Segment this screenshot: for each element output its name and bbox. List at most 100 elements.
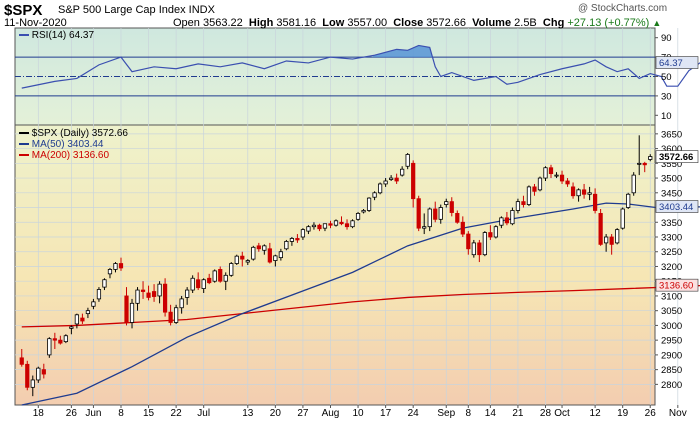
price-tick-label: 3350 (661, 218, 682, 229)
candle-body (102, 279, 107, 288)
candle-body (604, 236, 609, 244)
candle-body (118, 263, 124, 269)
candle-body (151, 291, 157, 297)
candle-body (466, 233, 471, 250)
candle-body (389, 177, 394, 180)
candle-body (422, 226, 427, 229)
date-tick-label: 14 (485, 408, 497, 419)
candle-body (344, 223, 350, 228)
candle-body (30, 379, 35, 388)
candle-body (620, 208, 625, 229)
candle-body (499, 217, 504, 226)
candle-body (107, 269, 113, 275)
candle-body (251, 246, 256, 260)
date-tick-label: 12 (590, 408, 602, 419)
index-name: S&P 500 Large Cap Index INDX (58, 4, 215, 16)
date-tick-label: Aug (322, 408, 340, 419)
candle-body (433, 208, 438, 220)
date-tick-label: 18 (33, 408, 45, 419)
candle-body (493, 226, 498, 238)
price-tick-label: 3650 (661, 129, 682, 140)
candle-body (140, 289, 146, 292)
candle-body (245, 260, 250, 263)
candle-body (570, 186, 576, 197)
candle-body (311, 224, 317, 228)
price-tick-label: 3550 (661, 159, 682, 170)
candle-body (96, 289, 102, 300)
candle-body (190, 277, 195, 291)
candle-body (394, 177, 399, 182)
candle-body (207, 277, 212, 284)
candle-body (229, 263, 234, 276)
date-tick-label: Sep (437, 408, 455, 419)
price-legend-text: $SPX (Daily) 3572.66 (31, 128, 128, 139)
candle-body (278, 251, 283, 259)
copyright-text: @ StockCharts.com (578, 3, 668, 14)
low-value: 3557.00 (347, 17, 388, 29)
candle-body (449, 201, 454, 213)
candle-body (306, 226, 311, 232)
candle-body (565, 180, 570, 185)
candle-body (223, 274, 228, 282)
candle-body (537, 177, 543, 191)
price-tick-label: 2950 (661, 336, 682, 347)
candle-body (377, 183, 383, 194)
price-grid (15, 125, 679, 405)
candle-body (284, 241, 289, 250)
price-legend: $SPX (Daily) 3572.66 (19, 128, 128, 139)
candle-body (515, 201, 521, 211)
ma50-line (21, 202, 700, 406)
price-tick-label: 3000 (661, 321, 682, 332)
price-tick-label: 3200 (661, 262, 682, 273)
candle-body (289, 238, 295, 242)
price-tick-label: 3250 (661, 247, 682, 258)
ma200-tag-box (655, 278, 699, 292)
ma200-legend-text: MA(200) 3136.60 (31, 150, 110, 161)
date-tick-label: 10 (352, 408, 364, 419)
price-legend-swatch (19, 132, 29, 135)
quote-date: 11-Nov-2020 (4, 17, 67, 29)
candle-body (355, 213, 361, 220)
candle-body (317, 224, 322, 230)
high-value: 3581.16 (276, 17, 317, 29)
candle-body (648, 156, 653, 160)
candle-body (212, 270, 217, 282)
candle-body (631, 174, 636, 194)
candle-body (63, 335, 68, 343)
candle-body (444, 201, 449, 205)
candle-body (400, 168, 405, 176)
candle-body (504, 217, 510, 224)
date-x-axis: 18 26 Jun 8 15 22 Jul 13 20 27 Aug 10 17 24 Sep 8 14 21 28… (33, 405, 687, 419)
ma200-tag-label: 3136.60 (659, 281, 693, 292)
rsi-layer (15, 44, 700, 97)
candle-body (256, 245, 261, 250)
close-value: 3572.66 (426, 17, 467, 29)
close-label: Close (393, 17, 424, 29)
change-label: Chg (542, 17, 565, 29)
candle-body (554, 174, 559, 177)
candle-body (455, 213, 460, 223)
date-tick-label: 21 (512, 408, 524, 419)
price-tick-label: 2800 (661, 380, 682, 391)
candle-body (69, 326, 74, 329)
candle-body (609, 236, 614, 245)
candle-body (240, 255, 245, 260)
date-tick-label: 27 (297, 408, 309, 419)
candle-body (80, 317, 85, 322)
price-tick-label: 3450 (661, 188, 682, 199)
ma50-legend-swatch (19, 143, 29, 146)
candle-body (25, 363, 30, 388)
candle-body (36, 367, 41, 381)
ma200-legend: MA(200) 3136.60 (19, 150, 109, 161)
candle-body (405, 154, 410, 167)
candle-body (581, 189, 587, 195)
candle-body (411, 162, 416, 200)
candle-body (559, 174, 565, 182)
rsi-overbought-fill (371, 45, 433, 58)
candle-body (124, 295, 129, 323)
moving-average-layer (21, 202, 700, 406)
rsi-legend-text: RSI(14) 64.37 (31, 30, 95, 41)
candle-body (146, 292, 151, 298)
up-triangle-icon: ▲ (652, 18, 662, 28)
